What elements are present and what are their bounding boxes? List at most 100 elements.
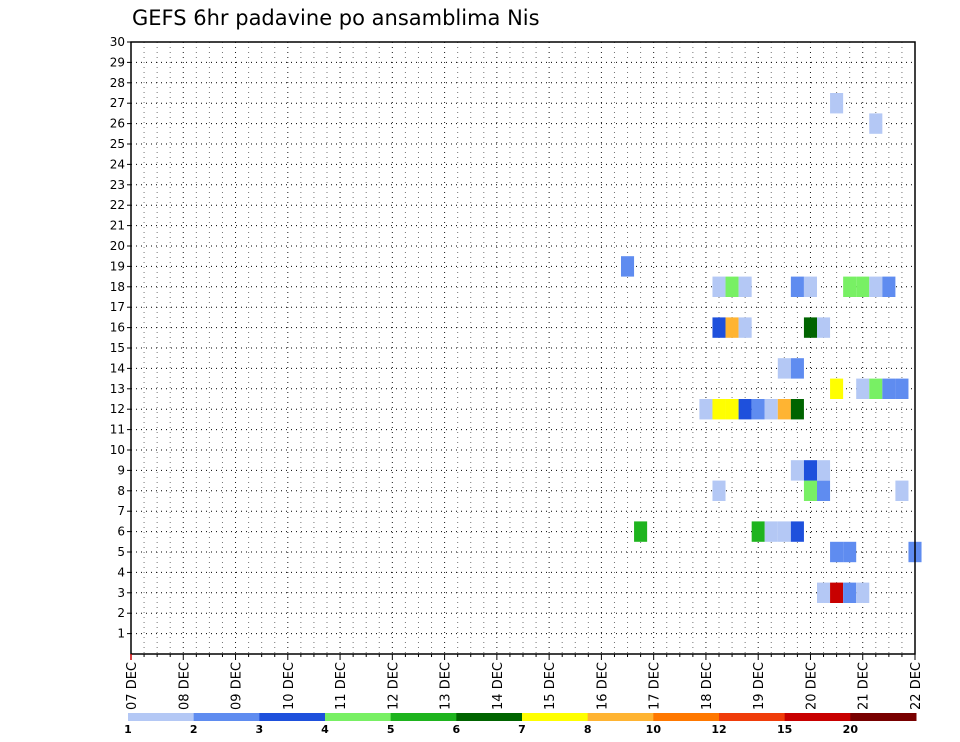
precip-cell [738,317,752,338]
x-tick-label: 11 DEC [334,662,349,710]
legend-swatch [653,713,720,721]
precip-cell [777,399,791,420]
precip-cell [712,276,726,297]
legend-label: 6 [453,723,461,736]
y-tick-label: 9 [117,463,125,477]
y-tick-label: 20 [110,239,125,253]
y-tick-label: 24 [110,157,125,171]
y-tick-label: 21 [110,219,125,233]
precip-cell [790,276,804,297]
x-tick-label: 16 DEC [595,662,610,710]
y-tick-label: 14 [110,361,125,375]
precip-cell [725,317,739,338]
y-tick-label: 27 [110,96,125,110]
precip-cell [803,276,817,297]
precip-cell [725,276,739,297]
y-tick-label: 18 [110,280,125,294]
legend-label: 1 [124,723,132,736]
legend-label: 8 [584,723,592,736]
y-tick-label: 3 [117,586,125,600]
legend-swatch [128,713,195,721]
precip-cell [777,358,791,379]
x-tick-label: 14 DEC [491,662,506,710]
precip-cell [699,399,713,420]
precip-cell [764,521,778,542]
precip-cell [725,399,739,420]
y-axis: 1234567891011121314151617181920212223242… [110,35,131,641]
precip-cell [882,276,896,297]
y-tick-label: 19 [110,259,125,273]
legend-label: 5 [387,723,395,736]
y-tick-label: 13 [110,382,125,396]
precip-cell [790,521,804,542]
x-tick-label: 20 DEC [804,662,819,710]
x-tick-label: 18 DEC [700,662,715,710]
legend-swatch [850,713,917,721]
y-tick-label: 25 [110,137,125,151]
precip-cell [817,480,831,501]
precip-cell [830,541,844,563]
legend-swatch [719,713,786,721]
y-tick-label: 7 [117,504,125,518]
legend-label: 12 [711,723,726,736]
x-tick-label: 22 DEC [909,662,924,710]
y-tick-label: 22 [110,198,125,212]
precip-cell [856,378,870,399]
precip-cell [621,256,635,277]
legend-swatch [390,713,457,721]
x-tick-label: 17 DEC [648,662,663,710]
y-tick-label: 8 [117,484,125,498]
y-tick-label: 29 [110,55,125,69]
x-tick-label: 15 DEC [543,662,558,710]
legend-swatch [587,713,654,721]
precip-cell [790,399,804,420]
precip-cell [882,378,896,399]
precip-cell [777,521,791,542]
precip-cell [634,521,648,542]
precip-cell [790,460,804,481]
y-tick-label: 17 [110,300,125,314]
precip-cell [869,378,883,399]
precip-cell [869,113,883,134]
y-tick-label: 26 [110,117,125,131]
legend-label: 4 [321,723,329,736]
precip-cell [803,460,817,481]
precip-cell [712,317,726,338]
legend-label: 3 [256,723,264,736]
y-tick-label: 5 [117,545,125,559]
y-tick-label: 15 [110,341,125,355]
precip-cell [856,276,870,297]
precip-cell [817,317,831,338]
y-tick-label: 12 [110,402,125,416]
precip-cell [843,541,857,563]
precip-cell [751,399,765,420]
precip-cell [764,399,778,420]
x-tick-label: 21 DEC [857,662,872,710]
y-tick-label: 30 [110,35,125,49]
legend-swatch [522,713,589,721]
precip-cell [803,480,817,501]
x-tick-label: 13 DEC [439,662,454,710]
legend-swatch [456,713,523,721]
precip-cell [790,358,804,379]
y-tick-label: 16 [110,321,125,335]
precip-cell [830,378,844,399]
x-axis: 07 DEC 08 DEC 09 DEC 10 DEC 11 DEC 12 DEC 13 D… [125,654,924,710]
legend-label: 20 [843,723,859,736]
precip-cell [856,582,870,603]
x-tick-label: 12 DEC [386,662,401,710]
y-tick-label: 23 [110,178,125,192]
precip-cell [869,276,883,297]
legend-swatch [325,713,392,721]
y-tick-label: 11 [110,423,125,437]
precip-cell [895,378,909,399]
legend-swatch [193,713,260,721]
x-tick-label: 09 DEC [230,662,245,710]
x-tick-label: 08 DEC [177,662,192,710]
precip-cell [843,276,857,297]
legend-label: 2 [190,723,198,736]
grid-lines [131,42,915,654]
x-tick-label: 19 DEC [752,662,767,710]
x-tick-label: 10 DEC [282,662,297,710]
